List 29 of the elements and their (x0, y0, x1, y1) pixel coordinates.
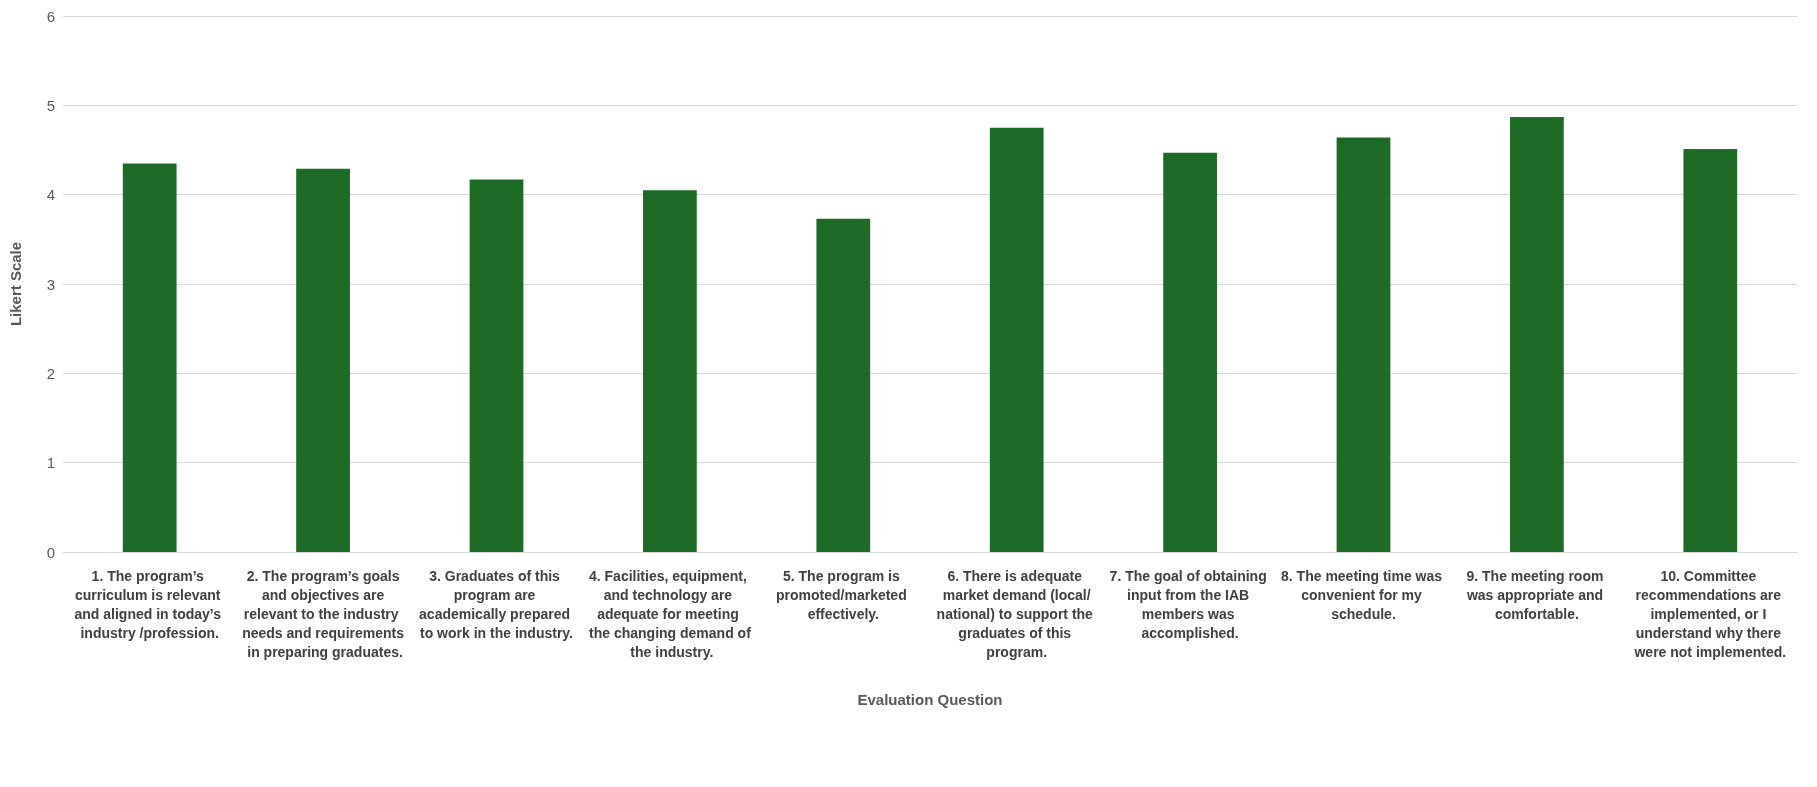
bar (816, 218, 871, 552)
bar (989, 127, 1044, 552)
bar (1163, 152, 1217, 552)
y-tick-label: 5 (46, 96, 55, 114)
x-tick-label: 4. Facilities, equipment, and technology are adequate for meeting the changing demand of the industry. (588, 567, 752, 660)
x-tick-label: 1. The program’s curriculum is relevant and aligned in today’s industry /profession. (74, 567, 225, 641)
y-tick-label: 6 (46, 7, 55, 25)
bar (296, 168, 350, 552)
x-tick-label: 5. The program is promoted/marketed effectively. (776, 567, 911, 622)
bar (643, 190, 697, 552)
x-tick-label: 6. There is adequate market demand (local/national) to support the graduates of this program. (936, 567, 1097, 660)
x-tick-label: 7. The goal of obtaining input from the IAB members was accomplished. (1109, 567, 1271, 641)
bar (1336, 137, 1391, 552)
y-tick-label: 2 (46, 364, 55, 382)
bar (1683, 149, 1738, 552)
bar (1510, 116, 1564, 552)
x-tick-label: 2. The program’s goals and objectives are relevant to the industry needs and requirements in preparing graduates. (242, 567, 405, 660)
bar (469, 179, 524, 552)
x-tick-label: 3. Graduates of this program are academically prepared to work in the industry. (419, 567, 574, 641)
y-axis-title: Likert Scale (7, 241, 24, 327)
y-tick-label: 1 (46, 454, 55, 472)
y-tick-label: 3 (46, 275, 55, 293)
y-tick-label: 4 (46, 186, 55, 204)
y-tick-label: 0 (46, 543, 55, 561)
bar (122, 163, 177, 552)
x-tick-label: 8. The meeting time was convenient for my schedule. (1281, 567, 1446, 622)
x-tick-label: 10. Committee recommendations are implemented, or I understand why there were not implemented. (1633, 567, 1787, 660)
x-tick-label: 9. The meeting room was appropriate and comfortable. (1465, 567, 1608, 622)
x-axis-title: Evaluation Question (857, 691, 1003, 708)
